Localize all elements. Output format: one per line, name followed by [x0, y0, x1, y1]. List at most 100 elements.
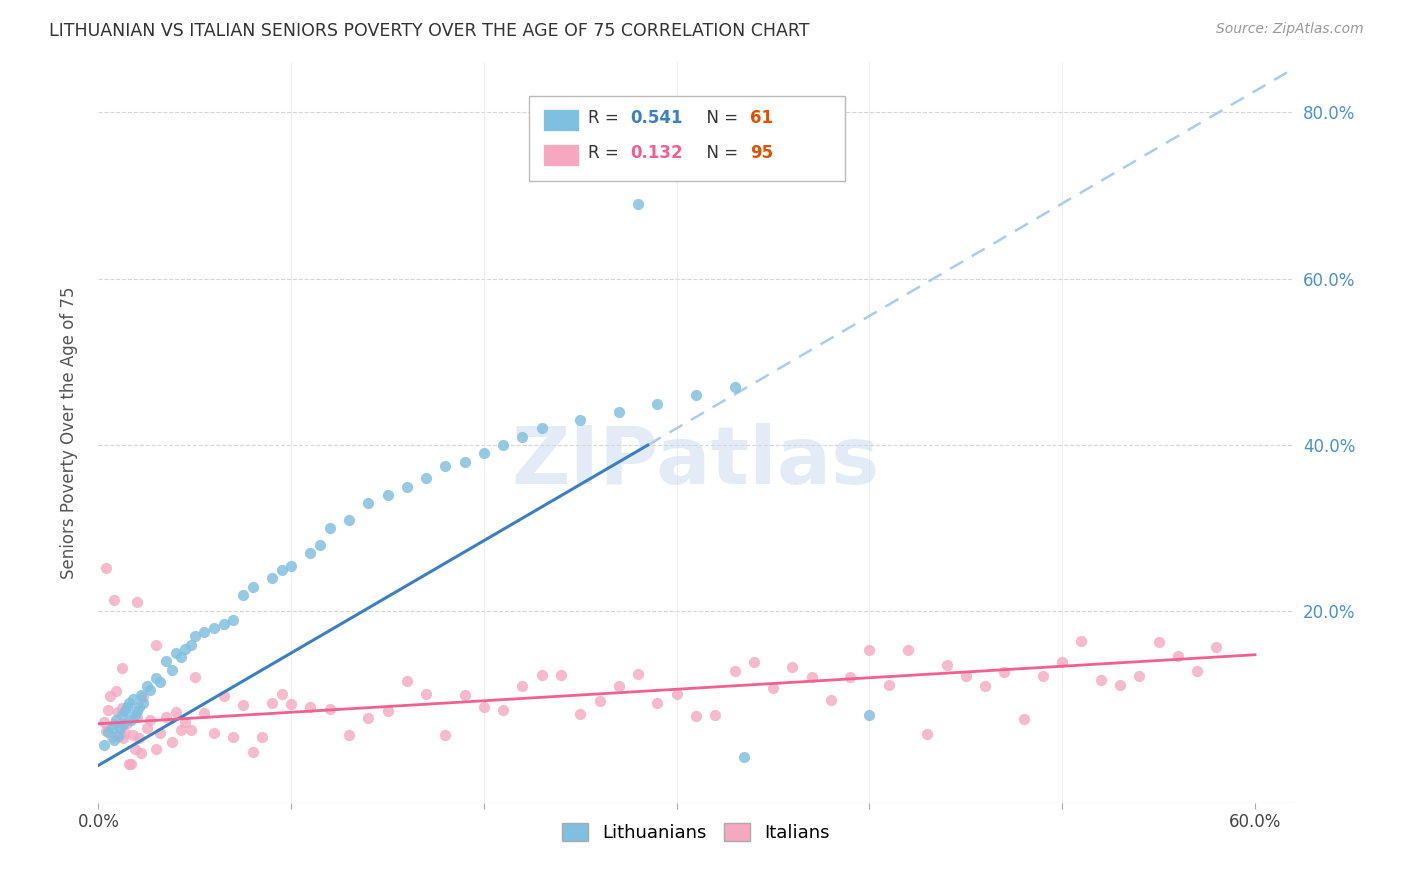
Point	[180, 638, 202, 652]
Point	[101, 730, 124, 744]
Point	[858, 643, 880, 657]
Point	[98, 690, 121, 704]
Point	[202, 621, 225, 635]
Point	[1050, 655, 1073, 669]
Point	[104, 713, 127, 727]
Point	[117, 715, 139, 730]
Point	[232, 698, 254, 713]
Point	[917, 727, 939, 741]
Point	[149, 675, 172, 690]
Point	[117, 700, 139, 714]
Point	[627, 667, 650, 681]
Point	[112, 731, 135, 745]
Point	[132, 696, 155, 710]
Point	[184, 629, 207, 643]
Point	[122, 729, 145, 743]
Point	[128, 700, 150, 714]
Point	[337, 728, 360, 742]
Point	[280, 697, 302, 711]
FancyBboxPatch shape	[543, 144, 579, 166]
Point	[101, 721, 124, 735]
Point	[170, 723, 193, 738]
Point	[357, 496, 380, 510]
Point	[139, 683, 162, 698]
Point	[97, 703, 120, 717]
Point	[112, 716, 135, 731]
Point	[114, 726, 136, 740]
Point	[935, 658, 957, 673]
Point	[222, 730, 245, 744]
Point	[160, 663, 183, 677]
Point	[174, 641, 197, 656]
Point	[107, 705, 129, 719]
Point	[299, 700, 322, 714]
Text: ZIPatlas: ZIPatlas	[512, 423, 880, 501]
Text: 61: 61	[749, 109, 773, 127]
Point	[1205, 640, 1227, 654]
Point	[155, 654, 177, 668]
Point	[193, 706, 215, 721]
Point	[135, 722, 157, 736]
Point	[742, 655, 765, 669]
Point	[118, 756, 141, 771]
Point	[897, 642, 920, 657]
Point	[1032, 669, 1054, 683]
Text: N =: N =	[696, 109, 744, 127]
Point	[120, 713, 142, 727]
Text: N =: N =	[696, 144, 744, 161]
Point	[94, 561, 117, 575]
Point	[108, 721, 131, 735]
Point	[184, 670, 207, 684]
Text: 0.541: 0.541	[630, 109, 683, 127]
Point	[647, 396, 669, 410]
Point	[530, 421, 553, 435]
Point	[800, 670, 823, 684]
Legend: Lithuanians, Italians: Lithuanians, Italians	[555, 816, 837, 849]
Point	[145, 671, 167, 685]
Point	[103, 733, 125, 747]
Point	[569, 413, 592, 427]
Point	[170, 650, 193, 665]
Point	[139, 713, 162, 727]
Point	[492, 438, 515, 452]
Point	[270, 563, 292, 577]
Point	[145, 742, 167, 756]
Point	[260, 571, 283, 585]
Point	[415, 687, 437, 701]
Point	[93, 714, 115, 729]
Point	[145, 638, 167, 652]
Point	[103, 592, 125, 607]
Point	[647, 696, 669, 710]
Point	[110, 701, 132, 715]
Point	[377, 704, 399, 718]
Point	[723, 380, 745, 394]
Text: 95: 95	[749, 144, 773, 161]
Point	[569, 706, 592, 721]
Point	[877, 678, 900, 692]
Point	[193, 625, 215, 640]
Point	[129, 746, 152, 760]
Point	[1147, 635, 1170, 649]
Point	[103, 717, 125, 731]
Point	[858, 708, 880, 723]
Point	[415, 471, 437, 485]
Point	[319, 521, 342, 535]
Point	[492, 703, 515, 717]
Point	[299, 546, 322, 560]
Point	[252, 731, 274, 745]
Point	[125, 594, 148, 608]
Point	[530, 668, 553, 682]
Point	[160, 735, 183, 749]
Point	[232, 588, 254, 602]
Point	[174, 714, 197, 729]
Point	[1128, 669, 1150, 683]
Point	[104, 684, 127, 698]
Point	[97, 725, 120, 739]
Point	[550, 668, 572, 682]
Point	[665, 687, 688, 701]
Text: LITHUANIAN VS ITALIAN SENIORS POVERTY OVER THE AGE OF 75 CORRELATION CHART: LITHUANIAN VS ITALIAN SENIORS POVERTY OV…	[49, 22, 810, 40]
Point	[212, 689, 235, 703]
Point	[180, 723, 202, 738]
Point	[588, 694, 610, 708]
Point	[395, 480, 418, 494]
